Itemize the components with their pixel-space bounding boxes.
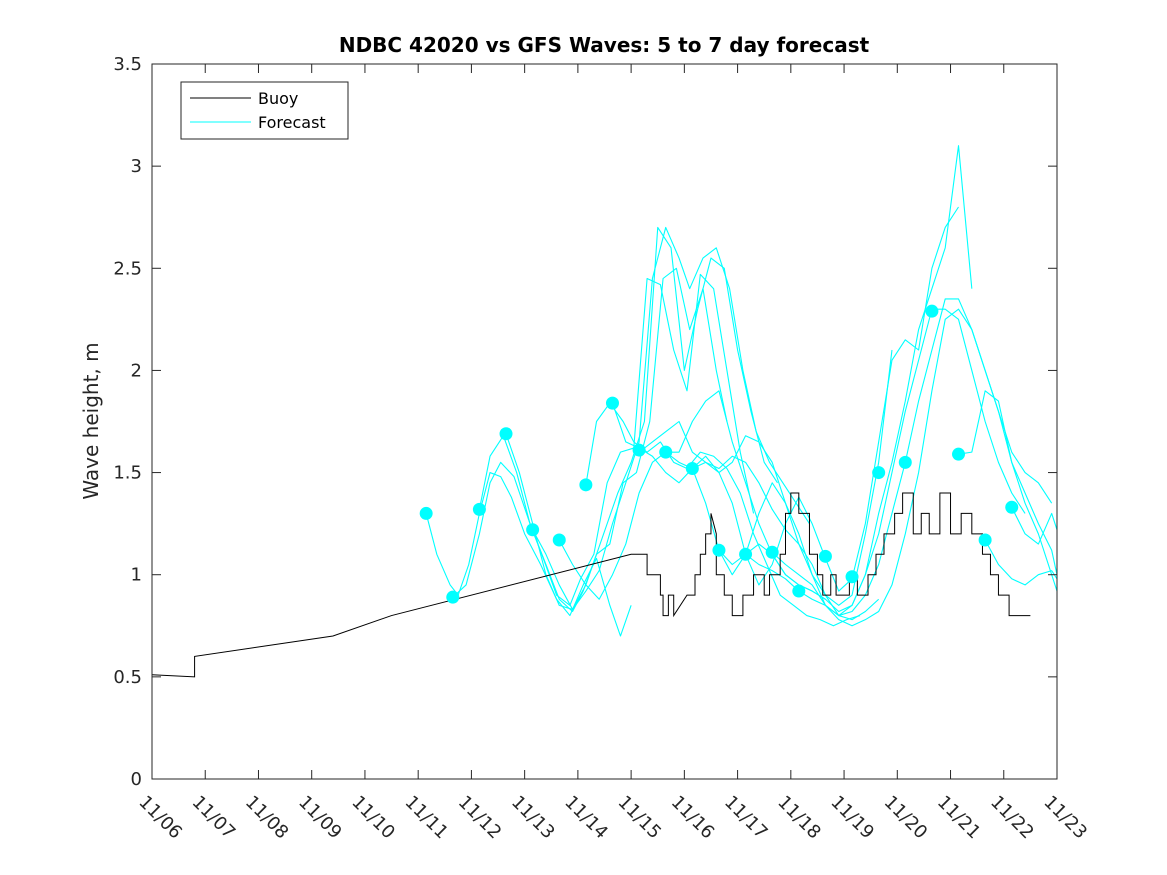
forecast-marker	[1005, 501, 1018, 514]
forecast-marker	[792, 585, 805, 598]
y-tick-label: 0.5	[113, 667, 142, 688]
y-tick-label: 2	[131, 360, 142, 381]
forecast-marker	[766, 546, 779, 559]
y-tick-label: 3.5	[113, 54, 142, 75]
y-axis-label: Wave height, m	[79, 342, 103, 499]
legend-label-forecast: Forecast	[258, 113, 326, 132]
forecast-marker	[473, 503, 486, 516]
forecast-marker	[899, 456, 912, 469]
forecast-marker	[659, 446, 672, 459]
legend-label-buoy: Buoy	[258, 89, 298, 108]
wave-height-chart: NDBC 42020 vs GFS Waves: 5 to 7 day fore…	[0, 0, 1167, 875]
forecast-marker	[579, 478, 592, 491]
forecast-marker	[500, 427, 513, 440]
y-tick-label: 3	[131, 156, 142, 177]
legend: Buoy Forecast	[181, 82, 348, 139]
forecast-marker	[979, 533, 992, 546]
forecast-marker	[952, 448, 965, 461]
forecast-marker	[925, 305, 938, 318]
forecast-marker	[686, 462, 699, 475]
forecast-marker	[526, 523, 539, 536]
forecast-marker	[606, 397, 619, 410]
forecast-marker	[846, 570, 859, 583]
forecast-marker	[739, 548, 752, 561]
forecast-marker	[553, 533, 566, 546]
forecast-marker	[712, 544, 725, 557]
y-tick-label: 1.5	[113, 463, 142, 484]
y-tick-label: 2.5	[113, 258, 142, 279]
forecast-marker	[420, 507, 433, 520]
plot-area	[152, 64, 1057, 779]
forecast-marker	[633, 444, 646, 457]
forecast-marker	[446, 591, 459, 604]
y-tick-label: 0	[131, 769, 142, 790]
chart-title: NDBC 42020 vs GFS Waves: 5 to 7 day fore…	[339, 33, 870, 57]
forecast-marker	[819, 550, 832, 563]
forecast-marker	[872, 466, 885, 479]
y-tick-label: 1	[131, 565, 142, 586]
